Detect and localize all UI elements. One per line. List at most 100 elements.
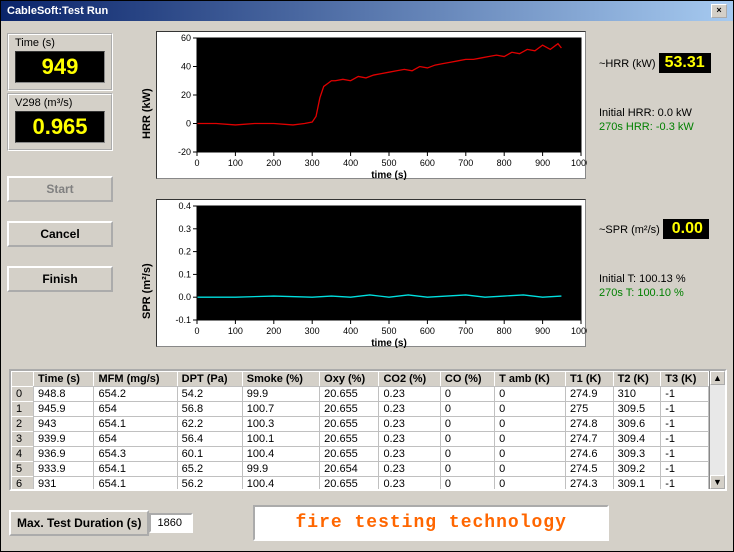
cell: -1 — [661, 387, 709, 402]
cell: 0.23 — [379, 387, 440, 402]
table-row[interactable]: 6931654.156.2100.420.6550.2300274.3309.1… — [12, 477, 709, 490]
cell: 0.23 — [379, 402, 440, 417]
svg-text:800: 800 — [497, 158, 512, 168]
svg-text:200: 200 — [266, 326, 281, 336]
svg-text:time (s): time (s) — [371, 338, 407, 348]
table-row[interactable]: 2943654.162.2100.320.6550.2300274.8309.6… — [12, 417, 709, 432]
col-header[interactable]: T1 (K) — [565, 372, 613, 387]
cell: 274.6 — [565, 447, 613, 462]
svg-text:0: 0 — [194, 158, 199, 168]
cell: 275 — [565, 402, 613, 417]
data-table[interactable]: Time (s)MFM (mg/s)DPT (Pa)Smoke (%)Oxy (… — [9, 369, 727, 491]
cell: 0 — [440, 477, 494, 490]
cell: 654.2 — [94, 387, 177, 402]
cell: 310 — [613, 387, 661, 402]
col-header[interactable]: CO (%) — [440, 372, 494, 387]
table-row[interactable]: 1945.965456.8100.720.6550.2300275309.5-1 — [12, 402, 709, 417]
svg-text:400: 400 — [343, 326, 358, 336]
cell: 939.9 — [34, 432, 94, 447]
cell: 943 — [34, 417, 94, 432]
cell: 948.8 — [34, 387, 94, 402]
svg-text:400: 400 — [343, 158, 358, 168]
svg-text:700: 700 — [458, 158, 473, 168]
spr-ylabel: SPR (m²/s) — [141, 263, 153, 319]
col-header[interactable]: T2 (K) — [613, 372, 661, 387]
cell: 20.655 — [320, 432, 379, 447]
cell: 60.1 — [177, 447, 242, 462]
svg-text:0.0: 0.0 — [178, 292, 191, 302]
cell: 0 — [440, 417, 494, 432]
row-index: 2 — [12, 417, 34, 432]
table-row[interactable]: 5933.9654.165.299.920.6540.2300274.5309.… — [12, 462, 709, 477]
row-index: 3 — [12, 432, 34, 447]
logo: fire testing technology — [253, 505, 608, 541]
close-icon[interactable]: × — [711, 4, 727, 18]
table-row[interactable]: 3939.965456.4100.120.6550.2300274.7309.4… — [12, 432, 709, 447]
cell: 99.9 — [242, 387, 319, 402]
spr-270s: 270s T: 100.10 % — [599, 287, 727, 299]
cell: 274.5 — [565, 462, 613, 477]
v298-group: V298 (m³/s) 0.965 — [7, 93, 113, 151]
svg-text:0: 0 — [186, 119, 191, 129]
cell: 20.655 — [320, 477, 379, 490]
cell: 936.9 — [34, 447, 94, 462]
hrr-initial: Initial HRR: 0.0 kW — [599, 107, 727, 119]
cell: 0.23 — [379, 447, 440, 462]
cell: 309.1 — [613, 477, 661, 490]
footer-row: Max. Test Duration (s) 1860 fire testing… — [9, 505, 727, 541]
cell: 56.2 — [177, 477, 242, 490]
col-header[interactable]: T amb (K) — [495, 372, 566, 387]
cell: 945.9 — [34, 402, 94, 417]
cell: -1 — [661, 432, 709, 447]
col-header[interactable]: Smoke (%) — [242, 372, 319, 387]
cell: 274.8 — [565, 417, 613, 432]
cell: 100.7 — [242, 402, 319, 417]
table-row[interactable]: 0948.8654.254.299.920.6550.2300274.9310-… — [12, 387, 709, 402]
table-row[interactable]: 4936.9654.360.1100.420.6550.2300274.6309… — [12, 447, 709, 462]
table-scrollbar[interactable]: ▲ ▼ — [709, 371, 725, 489]
cell: 62.2 — [177, 417, 242, 432]
row-index: 6 — [12, 477, 34, 490]
cell: 0 — [495, 462, 566, 477]
cell: -1 — [661, 402, 709, 417]
cell: 100.3 — [242, 417, 319, 432]
scroll-track[interactable] — [710, 385, 725, 475]
scroll-up-icon[interactable]: ▲ — [710, 371, 725, 385]
col-header[interactable]: Time (s) — [34, 372, 94, 387]
cell: 654.1 — [94, 417, 177, 432]
col-header[interactable]: DPT (Pa) — [177, 372, 242, 387]
svg-text:200: 200 — [266, 158, 281, 168]
svg-text:300: 300 — [305, 326, 320, 336]
col-header[interactable]: Oxy (%) — [320, 372, 379, 387]
finish-button[interactable]: Finish — [7, 266, 113, 292]
cell: 0 — [440, 432, 494, 447]
cell: 0 — [495, 447, 566, 462]
svg-text:900: 900 — [535, 158, 550, 168]
svg-text:600: 600 — [420, 326, 435, 336]
cell: 654 — [94, 432, 177, 447]
cell: 20.655 — [320, 387, 379, 402]
svg-text:100: 100 — [228, 326, 243, 336]
svg-text:0.2: 0.2 — [178, 247, 191, 257]
row-index: 5 — [12, 462, 34, 477]
cell: -1 — [661, 417, 709, 432]
cell: 309.3 — [613, 447, 661, 462]
col-header[interactable]: MFM (mg/s) — [94, 372, 177, 387]
cell: 0.23 — [379, 477, 440, 490]
v298-label: V298 (m³/s) — [15, 97, 105, 109]
svg-text:1000: 1000 — [571, 326, 587, 336]
titlebar[interactable]: CableSoft:Test Run × — [1, 1, 733, 21]
cell: 0 — [440, 402, 494, 417]
start-button: Start — [7, 176, 113, 202]
cell: 0.23 — [379, 432, 440, 447]
hrr-kw-value: 53.31 — [659, 53, 711, 73]
cell: 654.1 — [94, 462, 177, 477]
cell: 0 — [495, 417, 566, 432]
max-duration-input[interactable]: 1860 — [149, 513, 193, 533]
cancel-button[interactable]: Cancel — [7, 221, 113, 247]
row-header-corner — [12, 372, 34, 387]
svg-text:-0.1: -0.1 — [175, 315, 191, 325]
col-header[interactable]: T3 (K) — [661, 372, 709, 387]
scroll-down-icon[interactable]: ▼ — [710, 475, 725, 489]
col-header[interactable]: CO2 (%) — [379, 372, 440, 387]
